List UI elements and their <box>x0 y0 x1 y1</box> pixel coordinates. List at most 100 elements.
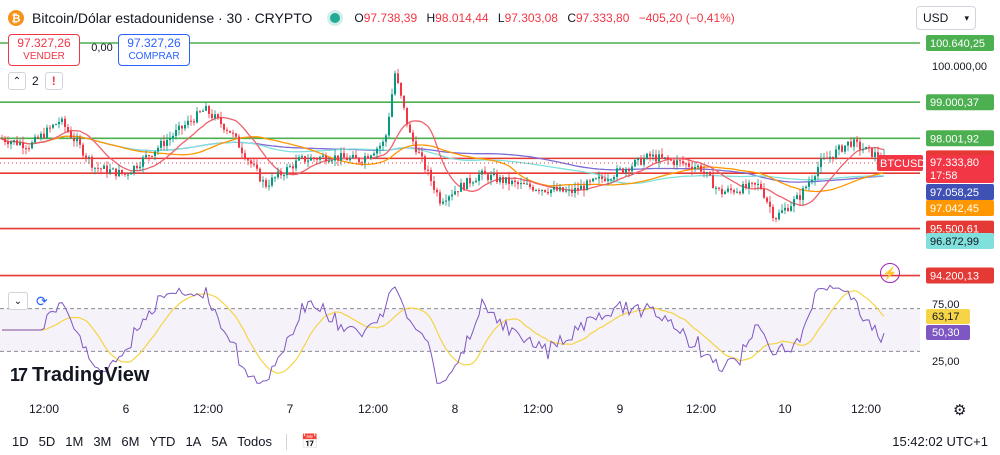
candle-body <box>169 137 171 140</box>
candle-body <box>559 187 561 191</box>
candle-body <box>694 167 696 170</box>
candle-body <box>331 160 333 162</box>
candle-body <box>841 145 843 152</box>
timeframe-1a[interactable]: 1A <box>185 434 202 449</box>
warning-icon[interactable]: ! <box>44 72 63 90</box>
candle-body <box>142 157 144 167</box>
rsi-ma-label-bg <box>926 309 970 324</box>
candle-body <box>622 168 624 173</box>
candle-body <box>214 114 216 119</box>
candle-body <box>604 178 606 182</box>
candle-body <box>781 210 783 213</box>
timeframe-5a[interactable]: 5A <box>211 434 228 449</box>
level-label: 100.640,25 <box>930 38 985 50</box>
candle-body <box>502 177 504 184</box>
candle-body <box>445 200 447 202</box>
refresh-icon[interactable]: ⟳ <box>36 292 48 309</box>
candle-body <box>358 157 360 163</box>
candle-body <box>361 162 363 164</box>
timeframe-ytd[interactable]: YTD <box>149 434 176 449</box>
sell-button[interactable]: 97.327,26 VENDER <box>8 34 80 66</box>
candle-body <box>868 146 870 148</box>
gear-icon[interactable]: ⚙ <box>953 401 967 419</box>
buy-button[interactable]: 97.327,26 COMPRAR <box>118 34 190 66</box>
candle-body <box>463 182 465 190</box>
candle-body <box>274 177 276 179</box>
candle-body <box>577 187 579 191</box>
candle-body <box>226 129 228 131</box>
candle-body <box>163 140 165 146</box>
timeframe-1m[interactable]: 1M <box>65 434 84 449</box>
candle-body <box>565 190 567 192</box>
rsi-value-label: 50,30 <box>932 327 960 339</box>
chevron-up-icon[interactable]: ⌃ <box>8 72 26 90</box>
bitcoin-icon: ₿ <box>8 10 24 26</box>
candle-body <box>820 158 822 168</box>
candle-body <box>457 191 459 193</box>
market-status-icon[interactable] <box>330 13 341 23</box>
moving-average-line <box>1 135 885 193</box>
candle-body <box>382 141 384 146</box>
candle-body <box>400 82 402 96</box>
candle-body <box>640 157 642 165</box>
candle-body <box>109 169 111 174</box>
candle-body <box>178 125 180 131</box>
candle-body <box>481 170 483 175</box>
candle-body <box>100 168 102 170</box>
time-tick-label: 7 <box>287 402 294 416</box>
indicator-count: 2 <box>32 74 39 88</box>
level-label: 99.000,37 <box>930 97 979 109</box>
candle-body <box>148 155 150 157</box>
candle-body <box>757 183 759 185</box>
timeframe-3m[interactable]: 3M <box>93 434 112 449</box>
rsi-ma-label: 63,17 <box>932 311 960 323</box>
timeframe-5d[interactable]: 5D <box>38 434 56 449</box>
level-label-bg <box>926 94 994 111</box>
candle-body <box>52 124 54 128</box>
chevron-down-icon[interactable]: ⌄ <box>8 292 28 310</box>
calendar-icon[interactable]: 📅 <box>300 433 319 449</box>
timeframe-todos[interactable]: Todos <box>237 434 272 449</box>
divider <box>285 433 287 450</box>
candle-body <box>25 148 27 150</box>
candle-body <box>598 176 600 179</box>
candle-body <box>844 145 846 152</box>
timeframe-6m[interactable]: 6M <box>121 434 140 449</box>
candle-body <box>388 116 390 136</box>
candle-body <box>736 191 738 193</box>
horizontal-lines <box>0 42 920 277</box>
timeframe-1d[interactable]: 1D <box>12 434 29 449</box>
candle-body <box>373 153 375 156</box>
candle-body <box>319 156 321 160</box>
candle-body <box>94 167 96 169</box>
clock[interactable]: 15:42:02 UTC+1 <box>892 434 988 449</box>
candle-body <box>448 196 450 201</box>
candle-body <box>784 207 786 211</box>
candle-body <box>433 181 435 190</box>
candle-body <box>313 157 315 159</box>
symbol-title[interactable]: Bitcoin/Dólar estadounidense · 30 · CRYP… <box>32 10 313 26</box>
candle-body <box>655 154 657 162</box>
candle-body <box>571 189 573 193</box>
candle-body <box>772 206 774 219</box>
candle-body <box>697 165 699 168</box>
candle-body <box>706 172 708 174</box>
candle-body <box>580 185 582 191</box>
tradingview-logo[interactable]: 17 TradingView <box>10 364 150 386</box>
candle-body <box>625 168 627 173</box>
ohlc-values: O97.738,39 H98.014,44 L97.303,08 C97.333… <box>354 11 735 25</box>
candle-body <box>601 176 603 179</box>
candle-body <box>691 166 693 170</box>
candle-body <box>514 180 516 183</box>
currency-selector[interactable]: USD ▾ <box>916 6 976 30</box>
candle-body <box>511 180 513 185</box>
candle-body <box>262 180 264 182</box>
candle-body <box>133 165 135 173</box>
lightning-icon[interactable]: ⚡ <box>880 263 900 283</box>
candle-body <box>727 188 729 192</box>
candle-body <box>55 124 57 126</box>
candle-body <box>85 155 87 158</box>
candle-body <box>190 120 192 122</box>
time-tick-label: 8 <box>452 402 459 416</box>
